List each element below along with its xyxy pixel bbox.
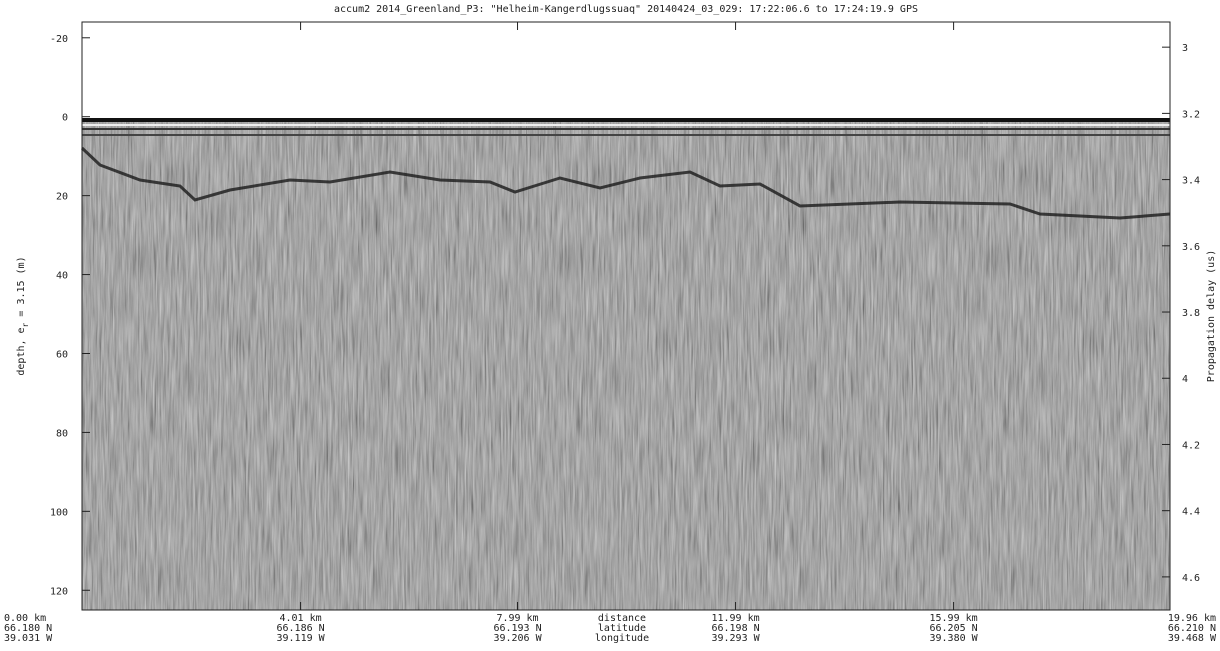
x-tick-label: 15.99 km: [930, 613, 978, 624]
y-tick-label: -20: [50, 34, 68, 45]
x-tick-latitude: 66.193 N: [493, 623, 541, 634]
x-row-title: latitude: [598, 623, 646, 634]
x-tick-longitude: 39.031 W: [4, 633, 53, 644]
x-row-title: longitude: [595, 633, 649, 644]
y2-tick-label: 3: [1182, 43, 1188, 54]
x-tick-latitude: 66.186 N: [276, 623, 324, 634]
x-tick-latitude: 66.180 N: [4, 623, 52, 634]
y-axis-label: depth, er = 3.15 (m): [16, 256, 30, 375]
x-tick-label: 19.96 km: [1168, 613, 1216, 624]
y-tick-label: 0: [62, 113, 68, 124]
x-tick-longitude: 39.206 W: [493, 633, 542, 644]
y2-tick-label: 4: [1182, 374, 1188, 385]
x-tick-label: 4.01 km: [280, 613, 322, 624]
x-tick-label: 0.00 km: [4, 613, 46, 624]
y2-axis-label: Propagation delay (us): [1206, 250, 1217, 382]
x-tick-latitude: 66.198 N: [711, 623, 759, 634]
x-tick-longitude: 39.293 W: [711, 633, 760, 644]
echogram-image: [82, 118, 1170, 610]
y-axis-label-rest: = 3.15 (m): [16, 256, 27, 322]
echogram: [80, 21, 1171, 611]
chart-title: accum2 2014_Greenland_P3: "Helheim-Kange…: [334, 4, 918, 15]
x-tick-label: 7.99 km: [496, 613, 538, 624]
y-axis-label-sub: r: [21, 322, 30, 327]
x-tick-longitude: 39.468 W: [1168, 633, 1217, 644]
x-tick-label: 11.99 km: [711, 613, 759, 624]
surface-layer: [82, 124, 1170, 126]
y2-tick-label: 4.6: [1182, 573, 1200, 584]
bed-layer: [80, 146, 1171, 220]
y-axis-label-main: depth, e: [16, 327, 27, 375]
surface-layer: [82, 134, 1170, 136]
x-row-title: distance: [598, 613, 646, 624]
x-tick-longitude: 39.119 W: [276, 633, 325, 644]
y2-tick-label: 4.4: [1182, 507, 1200, 518]
y-tick-label: 40: [56, 271, 68, 282]
y2-tick-label: 3.6: [1182, 242, 1200, 253]
y2-tick-label: 3.4: [1182, 176, 1200, 187]
y2-tick-label: 4.2: [1182, 440, 1200, 451]
y2-tick-label: 3.2: [1182, 109, 1200, 120]
y-tick-label: 80: [56, 428, 68, 439]
y2-tick-label: 3.8: [1182, 308, 1200, 319]
x-tick-latitude: 66.205 N: [930, 623, 978, 634]
x-tick-longitude: 39.380 W: [930, 633, 979, 644]
plot-frame: [81, 21, 1171, 611]
x-tick-latitude: 66.210 N: [1168, 623, 1216, 634]
surface-return: [82, 118, 1170, 122]
echogram-shade: [82, 118, 1170, 610]
y-tick-label: 120: [50, 586, 68, 597]
y-tick-label: 60: [56, 349, 68, 360]
surface-layer: [82, 128, 1170, 130]
y-tick-label: 20: [56, 192, 68, 203]
y-tick-label: 100: [50, 507, 68, 518]
